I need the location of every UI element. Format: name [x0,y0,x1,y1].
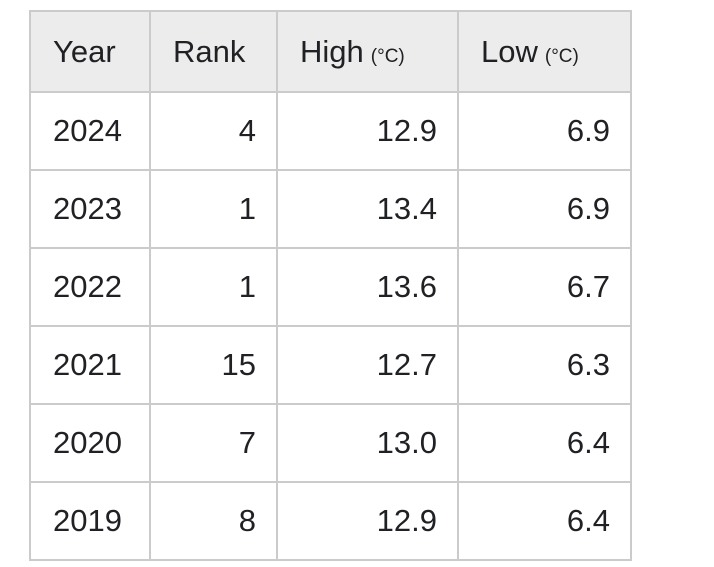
col-header-low-label: Low [481,33,538,69]
table-row: 2021 15 12.7 6.3 [29,325,632,405]
rank-cell: 7 [149,403,278,483]
col-header-rank-label: Rank [173,33,246,69]
low-cell: 6.7 [457,247,632,327]
year-cell: 2022 [29,247,151,327]
rank-cell: 15 [149,325,278,405]
table-row: 2019 8 12.9 6.4 [29,481,632,561]
year-cell: 2023 [29,169,151,249]
year-cell: 2019 [29,481,151,561]
low-cell: 6.3 [457,325,632,405]
high-cell: 13.4 [276,169,459,249]
rank-cell: 1 [149,247,278,327]
col-header-high: High (°C) [276,10,459,93]
table-row: 2020 7 13.0 6.4 [29,403,632,483]
year-cell: 2021 [29,325,151,405]
rank-cell: 1 [149,169,278,249]
high-cell: 13.6 [276,247,459,327]
low-cell: 6.9 [457,169,632,249]
rank-cell: 8 [149,481,278,561]
table-header-row: Year Rank High (°C) Low (°C) [29,10,632,93]
climate-table-container: Year Rank High (°C) Low (°C) 2024 4 12.9 6… [29,10,632,561]
col-header-low-unit: (°C) [544,45,579,67]
col-header-year-label: Year [53,33,116,69]
low-cell: 6.9 [457,91,632,171]
high-cell: 13.0 [276,403,459,483]
high-cell: 12.7 [276,325,459,405]
table-row: 2022 1 13.6 6.7 [29,247,632,327]
year-cell: 2020 [29,403,151,483]
table-row: 2024 4 12.9 6.9 [29,91,632,171]
year-cell: 2024 [29,91,151,171]
high-cell: 12.9 [276,481,459,561]
low-cell: 6.4 [457,403,632,483]
col-header-rank: Rank [149,10,278,93]
high-cell: 12.9 [276,91,459,171]
col-header-high-unit: (°C) [370,45,405,67]
table-row: 2023 1 13.4 6.9 [29,169,632,249]
climate-table: Year Rank High (°C) Low (°C) 2024 4 12.9 6… [29,10,632,561]
col-header-year: Year [29,10,151,93]
col-header-high-label: High [300,33,364,69]
rank-cell: 4 [149,91,278,171]
col-header-low: Low (°C) [457,10,632,93]
low-cell: 6.4 [457,481,632,561]
